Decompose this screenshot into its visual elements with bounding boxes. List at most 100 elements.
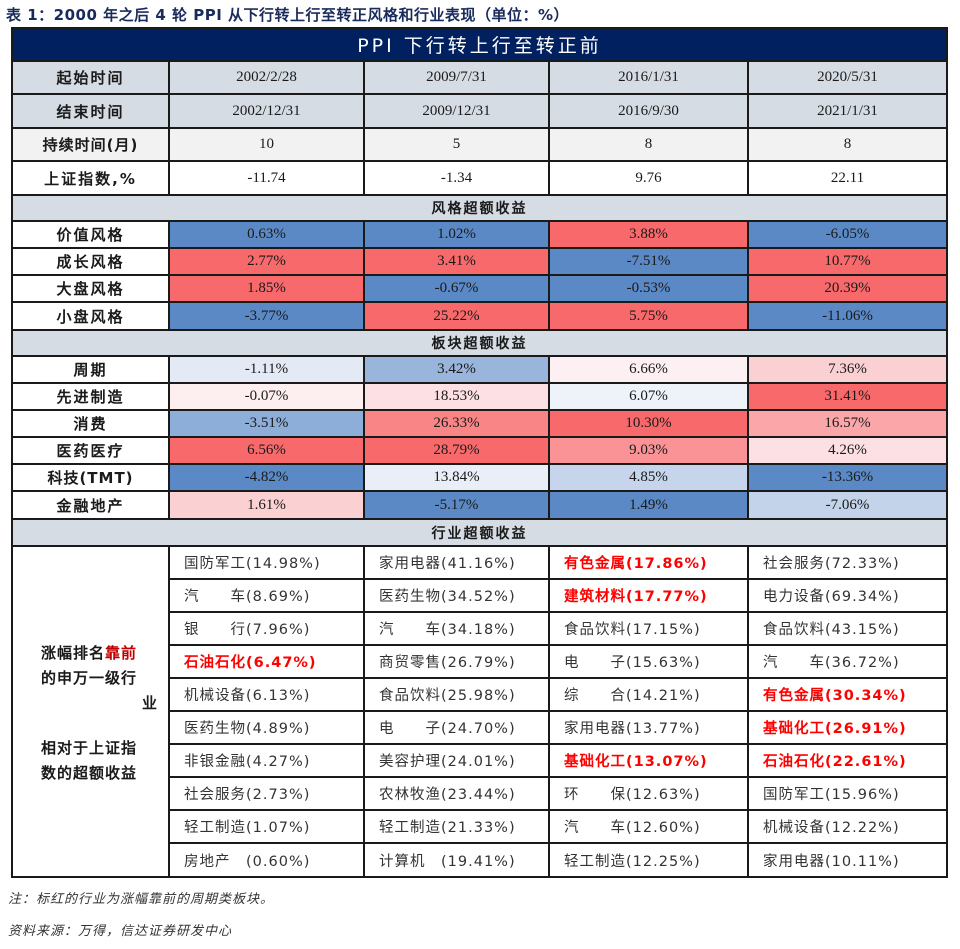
industry-cell: 石油石化(6.47%) [168, 644, 365, 679]
meta-row-start: 起始时间 2002/2/28 2009/7/31 2016/1/31 2020/… [11, 60, 948, 95]
style-row: 大盘风格 1.85% -0.67% -0.53% 20.39% [11, 274, 948, 303]
industry-cell: 电 子(15.63%) [548, 644, 749, 679]
cell: -11.06% [747, 301, 948, 331]
industry-cell: 计算机 (19.41%) [363, 842, 550, 878]
table-header-row: PPI 下行转上行至转正前 [11, 27, 948, 62]
cell: -4.82% [168, 463, 365, 492]
ppi-style-industry-table: PPI 下行转上行至转正前 起始时间 2002/2/28 2009/7/31 2… [11, 27, 948, 878]
cell: -13.36% [747, 463, 948, 492]
industry-row: 社会服务(2.73%) 农林牧渔(23.44%) 环 保(12.63%) 国防军… [12, 776, 948, 811]
label-line: 业 [141, 694, 158, 712]
cell: 26.33% [363, 409, 550, 438]
meta-row-end: 结束时间 2002/12/31 2009/12/31 2016/9/30 202… [11, 93, 948, 129]
cell: -3.51% [168, 409, 365, 438]
label-text: 涨幅排名 [41, 644, 106, 662]
industry-row: 医药生物(4.89%) 电 子(24.70%) 家用电器(13.77%) 基础化… [12, 710, 948, 745]
industry-cell: 汽 车(36.72%) [747, 644, 948, 679]
industry-cell: 轻工制造(12.25%) [548, 842, 749, 878]
industry-cell: 美容护理(24.01%) [363, 743, 550, 778]
style-row: 小盘风格 -3.77% 25.22% 5.75% -11.06% [11, 301, 948, 331]
industry-cell: 商贸零售(26.79%) [363, 644, 550, 679]
section-header-industry: 行业超额收益 [11, 518, 948, 547]
cell: -0.07% [168, 382, 365, 411]
cell: -5.17% [363, 490, 550, 520]
industry-cell: 建筑材料(17.77%) [548, 578, 749, 613]
meta-row-duration: 持续时间(月) 10 5 8 8 [11, 127, 948, 162]
meta-row-index: 上证指数,% -11.74 -1.34 9.76 22.11 [11, 160, 948, 196]
cell: 28.79% [363, 436, 550, 465]
section-header-sector: 板块超额收益 [11, 329, 948, 357]
cell: 2009/7/31 [363, 60, 550, 95]
cell: 9.76 [548, 160, 749, 196]
sector-row: 金融地产 1.61% -5.17% 1.49% -7.06% [11, 490, 948, 520]
industry-cell: 非银金融(4.27%) [168, 743, 365, 778]
industry-row-label: 涨幅排名靠前 的申万一级行 业 相对于上证指 数的超额收益 [11, 545, 170, 878]
cell: -3.77% [168, 301, 365, 331]
cell: -0.67% [363, 274, 550, 303]
industry-cell: 汽 车(8.69%) [168, 578, 365, 613]
industry-cell: 机械设备(6.13%) [168, 677, 365, 712]
cell: 16.57% [747, 409, 948, 438]
section-title: 风格超额收益 [11, 194, 948, 222]
sector-row: 医药医疗 6.56% 28.79% 9.03% 4.26% [11, 436, 948, 465]
industry-cell: 环 保(12.63%) [548, 776, 749, 811]
cell: 2002/2/28 [168, 60, 365, 95]
cell: 22.11 [747, 160, 948, 196]
industry-cell: 家用电器(41.16%) [363, 545, 550, 580]
style-row: 成长风格 2.77% 3.41% -7.51% 10.77% [11, 247, 948, 276]
label-line: 数的超额收益 [41, 764, 138, 782]
cell: 20.39% [747, 274, 948, 303]
cell: 2020/5/31 [747, 60, 948, 95]
cell: 3.41% [363, 247, 550, 276]
cell: 10.30% [548, 409, 749, 438]
label-line: 涨幅排名靠前 [14, 641, 158, 666]
cell: 1.02% [363, 220, 550, 249]
industry-cell: 有色金属(17.86%) [548, 545, 749, 580]
row-label: 成长风格 [11, 247, 170, 276]
sector-row: 先进制造 -0.07% 18.53% 6.07% 31.41% [11, 382, 948, 411]
cell: 6.56% [168, 436, 365, 465]
cell: 3.42% [363, 355, 550, 384]
industry-cell: 有色金属(30.34%) [747, 677, 948, 712]
cell: 8 [747, 127, 948, 162]
industry-cell: 石油石化(22.61%) [747, 743, 948, 778]
industry-cell: 基础化工(26.91%) [747, 710, 948, 745]
cell: 6.07% [548, 382, 749, 411]
industry-row: 机械设备(6.13%) 食品饮料(25.98%) 综 合(14.21%) 有色金… [12, 677, 948, 712]
industry-row: 涨幅排名靠前 的申万一级行 业 相对于上证指 数的超额收益 国防军工(14.98… [11, 545, 948, 878]
style-row: 价值风格 0.63% 1.02% 3.88% -6.05% [11, 220, 948, 249]
industry-cell: 家用电器(13.77%) [548, 710, 749, 745]
cell: 2021/1/31 [747, 93, 948, 129]
cell: 8 [548, 127, 749, 162]
industry-row: 非银金融(4.27%) 美容护理(24.01%) 基础化工(13.07%) 石油… [12, 743, 948, 778]
industry-row: 银 行(7.96%) 汽 车(34.18%) 食品饮料(17.15%) 食品饮料… [12, 611, 948, 646]
cell: -0.53% [548, 274, 749, 303]
label-line: 的申万一级行 [41, 669, 138, 687]
industry-cell: 轻工制造(21.33%) [363, 809, 550, 844]
cell: 1.49% [548, 490, 749, 520]
cell: 10.77% [747, 247, 948, 276]
cell: 13.84% [363, 463, 550, 492]
cell: -11.74 [168, 160, 365, 196]
cell: 1.85% [168, 274, 365, 303]
table-title: PPI 下行转上行至转正前 [11, 27, 948, 62]
cell: 2009/12/31 [363, 93, 550, 129]
industry-cell: 国防军工(15.96%) [747, 776, 948, 811]
row-label: 结束时间 [11, 93, 170, 129]
cell: 6.66% [548, 355, 749, 384]
industry-cell: 食品饮料(25.98%) [363, 677, 550, 712]
highlight-text: 靠前 [105, 644, 138, 662]
industry-row: 石油石化(6.47%) 商贸零售(26.79%) 电 子(15.63%) 汽 车… [12, 644, 948, 679]
sector-row: 周期 -1.11% 3.42% 6.66% 7.36% [11, 355, 948, 384]
label-line: 相对于上证指 [41, 739, 138, 757]
cell: 25.22% [363, 301, 550, 331]
sector-row: 科技(TMT) -4.82% 13.84% 4.85% -13.36% [11, 463, 948, 492]
cell: 2016/9/30 [548, 93, 749, 129]
cell: 7.36% [747, 355, 948, 384]
row-label: 医药医疗 [11, 436, 170, 465]
cell: 5.75% [548, 301, 749, 331]
table-caption: 表 1：2000 年之后 4 轮 PPI 从下行转上行至转正风格和行业表现（单位… [6, 6, 570, 24]
sector-row: 消费 -3.51% 26.33% 10.30% 16.57% [11, 409, 948, 438]
industry-cell: 家用电器(10.11%) [747, 842, 948, 878]
cell: -1.11% [168, 355, 365, 384]
